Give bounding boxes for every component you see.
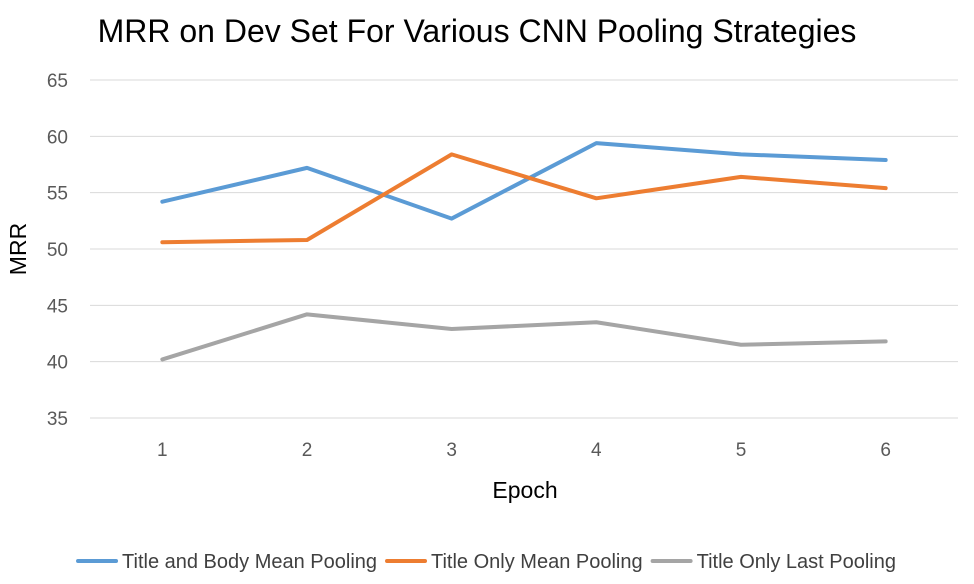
y-tick-label: 65 [47,71,68,92]
gridlines [90,79,958,419]
legend-label: Title and Body Mean Pooling [122,551,377,573]
legend-label: Title Only Mean Pooling [431,551,643,573]
x-tick-label: 2 [302,440,313,461]
x-tick-label: 3 [446,440,457,461]
x-axis-title: Epoch [492,477,557,503]
x-tick-label: 6 [880,440,891,461]
y-tick-label: 50 [47,240,68,261]
series-line-3 [160,312,888,362]
y-tick-label: 35 [47,409,68,430]
y-tick-label: 55 [47,184,68,205]
legend-item-2: Title Only Mean Pooling [385,551,643,573]
legend: Title and Body Mean Pooling Title Only Me… [76,551,896,573]
y-tick-labels: 35 40 45 50 55 60 65 [47,71,68,430]
y-tick-label: 45 [47,296,68,317]
legend-item-1: Title and Body Mean Pooling [76,551,377,573]
x-tick-label: 1 [157,440,168,461]
x-tick-label: 4 [591,440,602,461]
series-line-2 [160,152,888,245]
chart-title: MRR on Dev Set For Various CNN Pooling S… [98,13,857,49]
legend-label: Title Only Last Pooling [697,551,896,573]
series-line-1 [160,141,888,221]
series-lines [160,141,888,362]
y-axis-title: MRR [5,223,31,275]
legend-item-3: Title Only Last Pooling [650,551,896,573]
y-tick-label: 40 [47,353,68,374]
x-tick-label: 5 [736,440,747,461]
y-tick-label: 60 [47,127,68,148]
x-tick-labels: 1 2 3 4 5 6 [157,440,891,461]
